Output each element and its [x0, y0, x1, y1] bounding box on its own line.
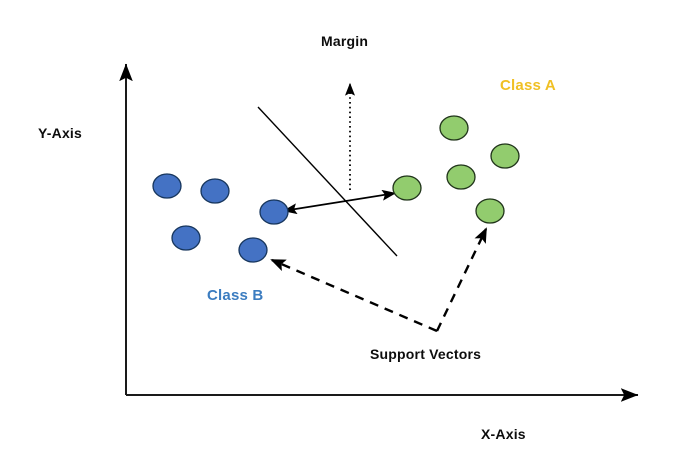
- x-axis-label: X-Axis: [481, 426, 526, 442]
- data-point: [171, 225, 201, 251]
- support-vector-arrow-class-a: [435, 227, 488, 332]
- data-point: [439, 115, 469, 141]
- support-vector-point: [238, 237, 268, 263]
- data-points-layer: [152, 115, 520, 263]
- support-vector-arrow-class-b: [270, 258, 438, 333]
- margin-width-arrow: [282, 189, 397, 215]
- margin-label: Margin: [321, 33, 369, 49]
- support-vectors-label: Support Vectors: [370, 346, 482, 362]
- series-class-b: [152, 173, 289, 263]
- support-vector-point: [392, 175, 422, 201]
- data-point: [152, 173, 182, 199]
- series-class-a: [392, 115, 520, 224]
- y-axis-label: Y-Axis: [38, 125, 82, 141]
- class-b-label: Class B: [207, 287, 264, 304]
- data-point: [446, 164, 476, 190]
- data-point: [200, 178, 230, 204]
- class-a-label: Class A: [500, 77, 556, 94]
- hyperplane-line: [257, 106, 398, 257]
- support-vector-point: [259, 199, 289, 225]
- data-point: [490, 143, 520, 169]
- support-vector-point: [475, 198, 505, 224]
